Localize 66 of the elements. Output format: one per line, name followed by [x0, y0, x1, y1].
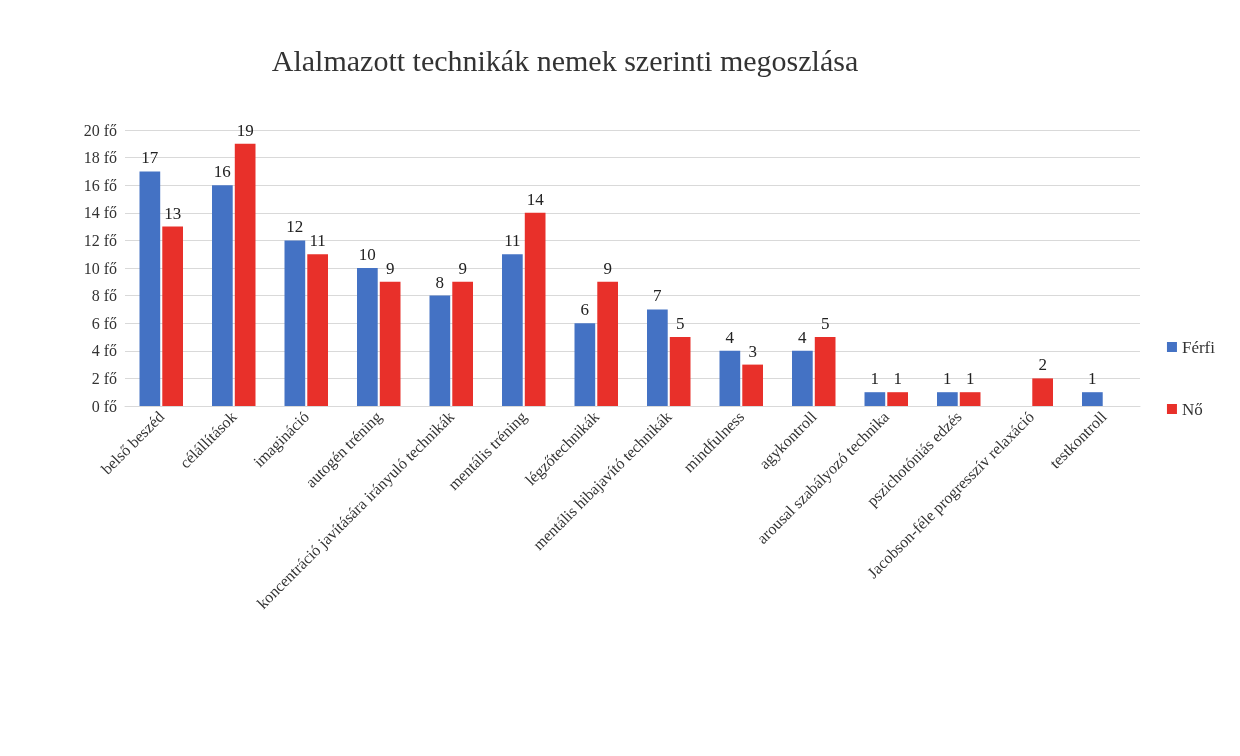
bar: [234, 143, 256, 406]
data-label: 2: [1038, 355, 1047, 375]
bar: [379, 281, 401, 406]
bar: [1082, 392, 1103, 406]
bar: [429, 295, 451, 406]
data-label: 3: [748, 341, 757, 361]
data-label: 9: [458, 258, 467, 278]
y-tick-label: 8 fő: [91, 287, 117, 305]
data-label: 1: [965, 369, 975, 389]
bar: [357, 268, 378, 406]
bar: [162, 226, 183, 406]
data-label: 9: [603, 258, 612, 278]
chart-title: Alalmazott technikák nemek szerinti megoszlása: [271, 43, 859, 77]
bar: [792, 350, 813, 406]
bar: [814, 337, 836, 406]
y-tick-label: 6 fő: [91, 314, 117, 332]
bar: [524, 212, 546, 406]
data-label: 12: [286, 217, 304, 237]
bar: [212, 185, 233, 406]
bar: [937, 392, 958, 406]
y-tick-label: 18 fő: [83, 149, 117, 167]
data-label: 1: [1088, 369, 1097, 389]
data-label: 17: [141, 148, 159, 168]
legend-label: Nő: [1181, 399, 1203, 419]
data-label: 9: [385, 258, 395, 278]
y-tick-label: 10 fő: [83, 259, 117, 277]
legend-label: Férfi: [1181, 337, 1216, 357]
bar: [284, 240, 306, 406]
bar: [719, 350, 741, 406]
data-label: 4: [725, 327, 735, 347]
bar: [502, 254, 523, 406]
bar: [597, 281, 618, 406]
bar: [864, 392, 886, 406]
bar: [959, 392, 981, 406]
data-label: 11: [504, 231, 521, 251]
data-label: 4: [798, 327, 808, 347]
y-tick-label: 20 fő: [83, 121, 117, 139]
y-tick-label: 4 fő: [91, 342, 117, 360]
data-label: 16: [213, 162, 231, 182]
data-label: 1: [870, 369, 880, 389]
bar: [669, 337, 691, 406]
data-label: 1: [943, 369, 952, 389]
data-label: 10: [358, 245, 376, 264]
bar: [647, 309, 668, 406]
data-label: 13: [164, 203, 182, 223]
data-label: 7: [653, 286, 663, 306]
data-label: 6: [580, 300, 590, 320]
data-label: 1: [893, 369, 902, 389]
data-label: 5: [675, 314, 685, 333]
y-tick-label: 2 fő: [91, 369, 117, 387]
bar: [574, 323, 596, 406]
y-tick-label: 16 fő: [83, 176, 117, 194]
y-tick-label: 12 fő: [83, 231, 117, 249]
bar: [139, 171, 161, 406]
bar: [742, 364, 763, 406]
data-label: 5: [820, 314, 830, 333]
y-tick-label: 0 fő: [91, 397, 117, 415]
y-tick-label: 14 fő: [83, 204, 117, 222]
bar: [1032, 378, 1053, 406]
data-label: 14: [526, 189, 545, 209]
bar: [887, 392, 908, 406]
data-label: 8: [435, 272, 445, 292]
data-label: 19: [236, 120, 254, 140]
bar: [452, 281, 473, 406]
data-label: 11: [309, 231, 326, 251]
bar: [307, 254, 328, 406]
